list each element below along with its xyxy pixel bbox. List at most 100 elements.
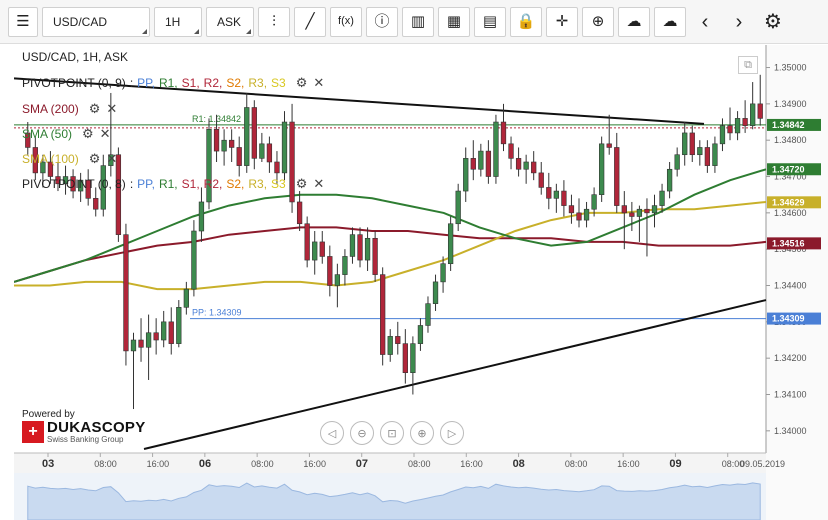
candle-body bbox=[274, 161, 280, 174]
pivot-sep: : bbox=[129, 76, 134, 90]
dukascopy-logo: + DUKASCOPY Swiss Banking Group bbox=[22, 420, 146, 444]
pivot-item: R2, bbox=[203, 177, 223, 191]
price-chart[interactable]: 1.340001.341001.342001.343001.344001.345… bbox=[14, 45, 828, 520]
candle-body bbox=[478, 150, 484, 170]
candle-body bbox=[674, 154, 680, 170]
candle-body bbox=[191, 230, 197, 290]
pivot-item: R3, bbox=[248, 177, 268, 191]
candle-body bbox=[546, 187, 552, 199]
x-tick-label: 16:00 bbox=[460, 459, 483, 469]
pp-label: PP: 1.34309 bbox=[192, 308, 242, 318]
settings-icon[interactable]: ⚙ bbox=[764, 10, 782, 33]
gear-icon[interactable]: ⚙ bbox=[295, 176, 308, 191]
close-icon[interactable]: ✕ bbox=[313, 75, 325, 90]
candle-body bbox=[697, 147, 703, 156]
x-tick-label: 09 bbox=[669, 458, 681, 470]
time-axis-background bbox=[14, 453, 766, 473]
zoom-icon[interactable]: ⊕ bbox=[582, 6, 614, 37]
candle-body bbox=[229, 139, 235, 148]
candle-body bbox=[289, 121, 295, 203]
scroll-left-icon[interactable]: ◁ bbox=[320, 421, 344, 445]
close-icon[interactable]: ✕ bbox=[106, 151, 118, 166]
candle-body bbox=[221, 139, 227, 152]
instrument-select[interactable]: USD/CAD bbox=[42, 6, 150, 37]
candle-body bbox=[213, 128, 220, 152]
candle-body bbox=[644, 208, 650, 214]
chart-area[interactable]: 1.340001.341001.342001.343001.344001.345… bbox=[14, 45, 828, 520]
function-icon[interactable]: f(x) bbox=[330, 6, 362, 37]
next-icon[interactable]: › bbox=[735, 10, 743, 33]
close-icon[interactable]: ✕ bbox=[106, 101, 118, 116]
legend-sma200[interactable]: SMA (200) ⚙ ✕ bbox=[22, 101, 117, 117]
legend-row-actions: ⚙ ✕ bbox=[89, 151, 118, 167]
reset-view-icon[interactable]: ⊡ bbox=[380, 421, 404, 445]
toolbar-icons: ⫶ ╱ f(x) ⓘ ▥ ▦ ▤ 🔒 ✛ ⊕ ☁ ☁ ‹ › ⚙ bbox=[258, 6, 788, 37]
x-tick-label: 08:00 bbox=[408, 459, 431, 469]
x-tick-label: 09.05.2019 bbox=[740, 459, 785, 469]
legend-sma100[interactable]: SMA (100) ⚙ ✕ bbox=[22, 151, 117, 167]
legend-sma50[interactable]: SMA (50) ⚙ ✕ bbox=[22, 126, 111, 142]
candle-body bbox=[402, 343, 408, 374]
popout-icon[interactable]: ⧉ bbox=[738, 56, 758, 74]
x-tick-label: 06 bbox=[199, 458, 211, 470]
candle-body bbox=[493, 121, 499, 177]
legend-row-actions: ⚙ ✕ bbox=[296, 75, 325, 91]
gear-icon[interactable]: ⚙ bbox=[88, 101, 101, 116]
candle-body bbox=[304, 223, 310, 261]
period-select[interactable]: 1H bbox=[154, 6, 202, 37]
gear-icon[interactable]: ⚙ bbox=[295, 75, 308, 90]
draw-line-icon[interactable]: ╱ bbox=[294, 6, 326, 37]
powered-by: Powered by bbox=[22, 409, 75, 420]
pivot-item: S3 bbox=[271, 76, 286, 90]
crosshair-icon[interactable]: ✛ bbox=[546, 6, 578, 37]
candle-body bbox=[62, 176, 69, 185]
legend-pivot-1[interactable]: PIVOTPOINT (0, 9): PP, R1, S1, R2, S2, R3, S3 ⚙ ✕ bbox=[22, 75, 324, 91]
candle-body bbox=[410, 343, 416, 374]
close-icon[interactable]: ✕ bbox=[99, 126, 111, 141]
candle-body bbox=[251, 107, 257, 159]
upload-icon[interactable]: ☁ bbox=[618, 6, 650, 37]
close-icon[interactable]: ✕ bbox=[313, 176, 325, 191]
pivot-label: PIVOTPOINT (0, 9) bbox=[22, 76, 126, 90]
lock-icon[interactable]: 🔒 bbox=[510, 6, 542, 37]
candle-body bbox=[553, 190, 559, 199]
indicator-bars-icon[interactable]: ▥ bbox=[402, 6, 434, 37]
pivot-item: S3 bbox=[271, 177, 286, 191]
zoom-in-icon[interactable]: ⊕ bbox=[410, 421, 434, 445]
x-tick-label: 08:00 bbox=[722, 459, 745, 469]
side-select[interactable]: ASK bbox=[206, 6, 254, 37]
brand-name: DUKASCOPY bbox=[47, 419, 146, 436]
candle-body bbox=[198, 201, 205, 232]
scroll-right-icon[interactable]: ▷ bbox=[440, 421, 464, 445]
candle-body bbox=[342, 256, 348, 275]
prev-icon[interactable]: ‹ bbox=[701, 10, 709, 33]
legend-row-actions: ⚙ ✕ bbox=[89, 101, 118, 117]
navigator-series bbox=[27, 482, 761, 520]
period-label: 1H bbox=[165, 14, 181, 29]
price-tag-label: 1.34516 bbox=[772, 238, 805, 248]
candle-body bbox=[425, 303, 431, 326]
candle-body bbox=[25, 132, 31, 148]
y-tick-label: 1.35000 bbox=[774, 63, 807, 73]
gear-icon[interactable]: ⚙ bbox=[88, 151, 101, 166]
legend-title[interactable]: USD/CAD, 1H, ASK bbox=[22, 50, 128, 64]
info-icon[interactable]: ⓘ bbox=[366, 6, 398, 37]
candle-body bbox=[327, 256, 333, 286]
calendar-icon[interactable]: ▦ bbox=[438, 6, 470, 37]
chart-title: USD/CAD, 1H, ASK bbox=[22, 50, 129, 64]
chart-type-icon[interactable]: ⫶ bbox=[258, 6, 290, 37]
candle-body bbox=[349, 234, 356, 257]
zoom-out-icon[interactable]: ⊖ bbox=[350, 421, 374, 445]
legend-pivot-2[interactable]: PIVOTPOINT (0, 8): PP, R1, S1, R2, S2, R3, S3 ⚙ ✕ bbox=[22, 176, 324, 192]
x-tick-label: 08:00 bbox=[251, 459, 274, 469]
legend-row-actions: ⚙ ✕ bbox=[82, 126, 111, 142]
candle-body bbox=[32, 147, 38, 174]
side-label: ASK bbox=[217, 14, 242, 29]
download-icon[interactable]: ☁ bbox=[654, 6, 686, 37]
hamburger-icon[interactable]: ☰ bbox=[8, 6, 38, 37]
candle-body bbox=[395, 336, 401, 344]
candle-body bbox=[440, 263, 446, 283]
gear-icon[interactable]: ⚙ bbox=[82, 126, 94, 141]
pivot-item: PP, bbox=[137, 76, 155, 90]
news-icon[interactable]: ▤ bbox=[474, 6, 506, 37]
